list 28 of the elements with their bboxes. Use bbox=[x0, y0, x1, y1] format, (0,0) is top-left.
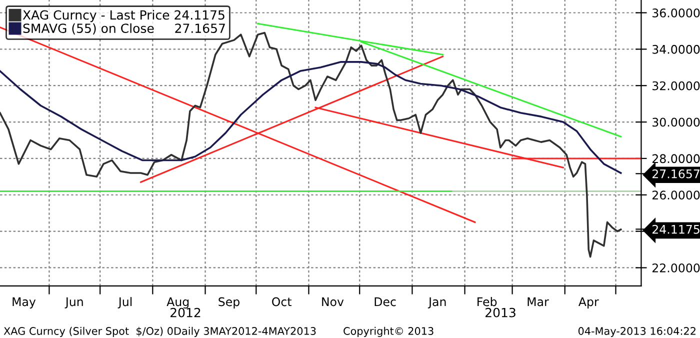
y-tick-label: 27.1657 bbox=[652, 169, 700, 178]
y-tick-label: 36.0000 bbox=[652, 8, 700, 18]
x-tick-label: Jul bbox=[118, 297, 132, 308]
text: XAG Curncy (Silver Spot $/Oz) 0Daily 3MAY2012-4MAY2013 bbox=[4, 326, 316, 337]
x-tick-label: Jun bbox=[64, 297, 83, 308]
x-tick-label: May bbox=[12, 297, 36, 308]
x-tick-label: Mar bbox=[528, 297, 549, 306]
text: 2013 bbox=[486, 308, 516, 318]
y-tick-label: 22.0000 bbox=[652, 263, 700, 272]
x-tick-label: Jan bbox=[428, 297, 446, 308]
x-tick-label: Oct bbox=[272, 297, 292, 306]
y-tick-label: 32.0000 bbox=[652, 81, 700, 90]
text: Copyright© 2013 bbox=[344, 326, 434, 337]
legend-label: SMAVG (55) on Close 27.1657 bbox=[23, 23, 225, 34]
x-tick-label: Sep bbox=[218, 297, 240, 308]
text: 2012 bbox=[170, 308, 200, 318]
y-tick-label: 24.1175 bbox=[652, 224, 700, 234]
y-tick-label: 28.0000 bbox=[652, 154, 700, 164]
text: 04-May-2013 16:04:22 bbox=[578, 327, 696, 337]
x-tick-label: Aug bbox=[166, 297, 189, 308]
legend-label: XAG Curncy - Last Price 24.1175 bbox=[22, 10, 224, 22]
x-tick-label: Apr bbox=[578, 297, 599, 308]
x-tick-label: Nov bbox=[322, 297, 344, 306]
y-tick-label: 30.0000 bbox=[652, 118, 700, 127]
y-tick-label: 26.0000 bbox=[652, 190, 700, 200]
x-tick-label: Feb bbox=[478, 297, 497, 306]
x-tick-label: Dec bbox=[374, 297, 396, 306]
y-tick-label: 34.0000 bbox=[652, 44, 700, 54]
